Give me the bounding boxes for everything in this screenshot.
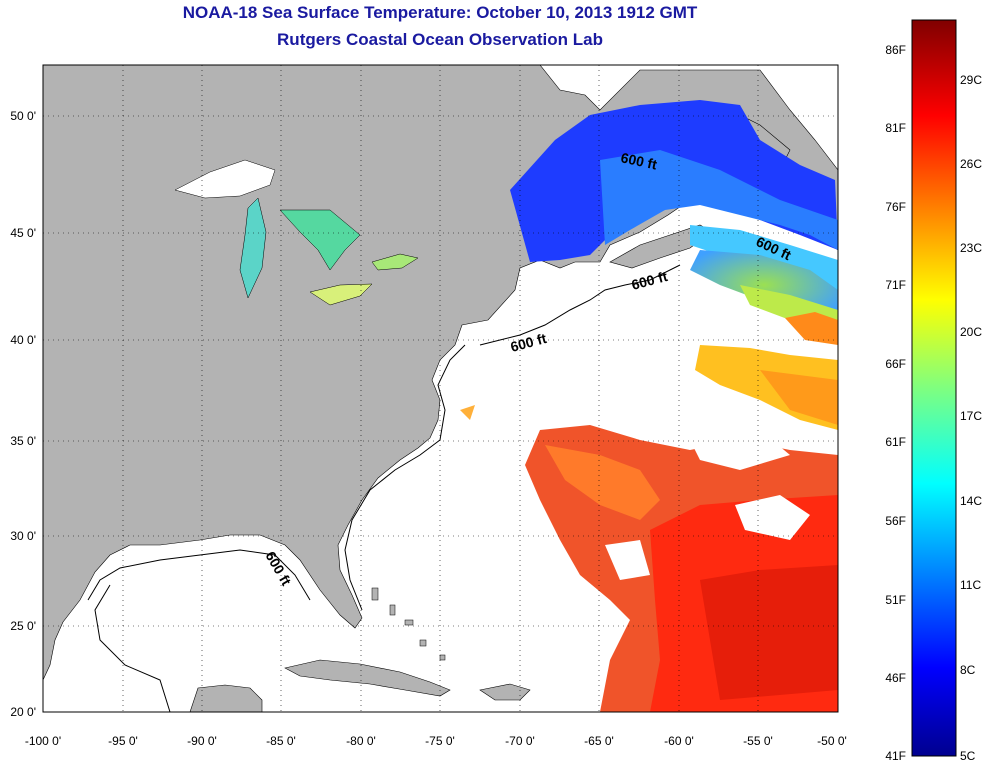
isobath-600ft [87, 264, 681, 712]
sst-mid-atlantic [460, 345, 838, 430]
lat-tick-label: 40 0' [10, 333, 36, 347]
lat-tick-label: 25 0' [10, 619, 36, 633]
lon-tick-label: -75 0' [425, 734, 455, 748]
svg-text:29C: 29C [960, 73, 982, 87]
svg-text:61F: 61F [885, 435, 906, 449]
sst-south-warm [525, 425, 838, 712]
lat-tick-label: 20 0' [10, 705, 36, 719]
svg-text:11C: 11C [960, 578, 981, 592]
colorbar: 86F 81F 76F 71F 66F 61F 56F 51F 46F 41F … [885, 19, 982, 763]
svg-text:86F: 86F [885, 43, 906, 57]
map-subtitle: Rutgers Coastal Ocean Observation Lab [277, 30, 603, 49]
colorbar-scale [911, 19, 957, 757]
land-yucatan [189, 684, 263, 712]
svg-text:66F: 66F [885, 357, 906, 371]
svg-text:14C: 14C [960, 494, 982, 508]
svg-text:46F: 46F [885, 671, 906, 685]
lon-tick-label: -60 0' [664, 734, 694, 748]
svg-text:81F: 81F [885, 121, 906, 135]
lon-tick-label: -50 0' [817, 734, 847, 748]
land-hispaniola [479, 683, 531, 701]
latitude-axis: 50 0' 45 0' 40 0' 35 0' 30 0' 25 0' 20 0… [10, 109, 36, 719]
great-lakes [174, 159, 419, 306]
lat-tick-label: 35 0' [10, 434, 36, 448]
lon-tick-label: -95 0' [108, 734, 138, 748]
svg-text:17C: 17C [960, 409, 982, 423]
lon-tick-label: -65 0' [584, 734, 614, 748]
svg-text:56F: 56F [885, 514, 906, 528]
svg-text:71F: 71F [885, 278, 906, 292]
lon-tick-label: -85 0' [266, 734, 296, 748]
svg-text:26C: 26C [960, 157, 982, 171]
svg-text:41F: 41F [885, 749, 906, 763]
svg-text:8C: 8C [960, 663, 976, 677]
lat-tick-label: 50 0' [10, 109, 36, 123]
map-title: NOAA-18 Sea Surface Temperature: October… [182, 3, 698, 22]
contour-label: 600 ft [619, 149, 658, 172]
svg-text:76F: 76F [885, 200, 906, 214]
colorbar-fahrenheit-labels: 86F 81F 76F 71F 66F 61F 56F 51F 46F 41F [885, 43, 906, 763]
lon-tick-label: -70 0' [505, 734, 535, 748]
svg-text:5C: 5C [960, 749, 976, 763]
land-cuba [284, 659, 451, 697]
lat-tick-label: 45 0' [10, 226, 36, 240]
svg-text:51F: 51F [885, 593, 906, 607]
colorbar-celsius-labels: 29C 26C 23C 20C 17C 14C 11C 8C 5C [960, 73, 982, 763]
lon-tick-label: -55 0' [743, 734, 773, 748]
lon-tick-label: -80 0' [346, 734, 376, 748]
lon-tick-label: -90 0' [187, 734, 217, 748]
lon-tick-label: -100 0' [25, 734, 61, 748]
svg-text:23C: 23C [960, 241, 982, 255]
longitude-axis: -100 0' -95 0' -90 0' -85 0' -80 0' -75 … [25, 734, 847, 748]
lat-tick-label: 30 0' [10, 529, 36, 543]
sst-north-cold [510, 100, 838, 345]
map-frame [42, 64, 839, 713]
land-bahamas [371, 587, 446, 661]
svg-text:20C: 20C [960, 325, 982, 339]
